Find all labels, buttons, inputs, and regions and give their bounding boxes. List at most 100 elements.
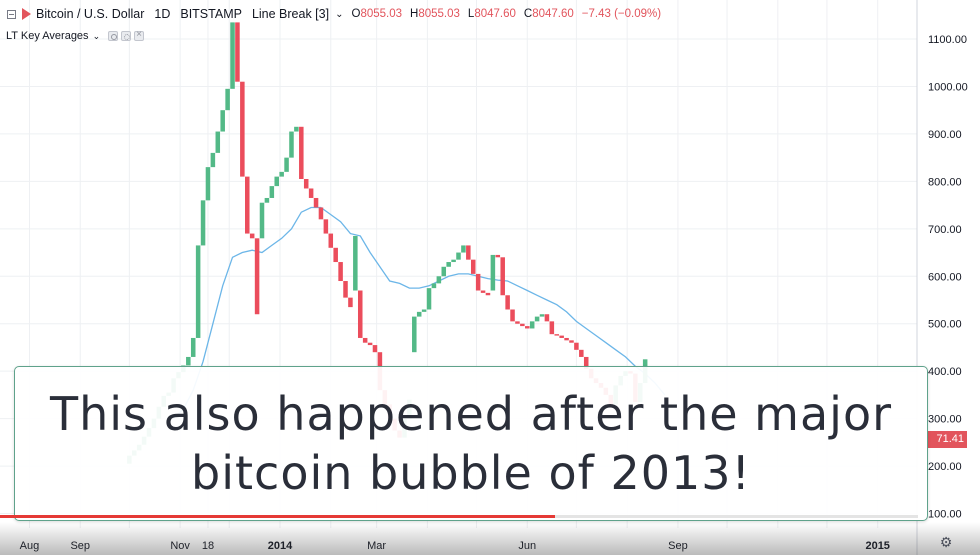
brick-up bbox=[195, 245, 201, 338]
x-tick-label: Mar bbox=[367, 540, 386, 552]
brick-down bbox=[348, 297, 353, 308]
brick-up bbox=[264, 197, 270, 203]
brick-up bbox=[441, 266, 447, 277]
ohlc-high: H8055.03 bbox=[410, 8, 460, 20]
video-progress-bar[interactable] bbox=[0, 515, 918, 518]
indicator-chevron-icon[interactable]: ⌄ bbox=[92, 30, 101, 41]
x-tick-label: Sep bbox=[668, 540, 688, 552]
brick-up bbox=[456, 252, 461, 260]
x-tick-label: Jun bbox=[518, 540, 536, 552]
brick-down bbox=[245, 176, 250, 234]
brick-down bbox=[574, 342, 579, 350]
brick-up bbox=[353, 235, 358, 291]
y-tick-label: 100.00 bbox=[928, 509, 962, 521]
brick-down bbox=[579, 349, 584, 357]
brick-down bbox=[470, 259, 476, 274]
bitcoin-icon bbox=[22, 8, 31, 20]
chart-settings-icon[interactable]: ⚙ bbox=[939, 534, 953, 550]
y-tick-label: 800.00 bbox=[928, 176, 962, 188]
gear-icon[interactable] bbox=[121, 31, 132, 41]
brick-down bbox=[559, 335, 564, 338]
caption-line-1: This also happened after the major bbox=[49, 386, 893, 441]
y-tick-label: 200.00 bbox=[928, 461, 962, 473]
brick-down bbox=[249, 233, 255, 239]
video-progress-fill bbox=[0, 515, 556, 518]
brick-up bbox=[186, 356, 191, 366]
brick-up bbox=[534, 316, 540, 322]
brick-down bbox=[299, 126, 304, 179]
close-icon[interactable] bbox=[134, 29, 145, 41]
brick-down bbox=[235, 22, 240, 82]
indicator-name[interactable]: LT Key Averages bbox=[6, 30, 89, 42]
brick-up bbox=[230, 22, 235, 89]
brick-down bbox=[343, 281, 348, 298]
brick-up bbox=[431, 283, 437, 289]
brick-down bbox=[520, 323, 525, 327]
ohlc-open: O8055.03 bbox=[351, 8, 402, 20]
video-caption: This also happened after the major bitco… bbox=[14, 366, 928, 521]
brick-up bbox=[210, 152, 216, 168]
brick-up bbox=[539, 314, 545, 317]
y-tick-label: 600.00 bbox=[928, 271, 962, 283]
brick-down bbox=[338, 262, 343, 282]
brick-up bbox=[269, 186, 275, 198]
symbol-title[interactable]: Bitcoin / U.S. Dollar bbox=[36, 7, 145, 21]
brick-down bbox=[318, 207, 324, 220]
brick-down bbox=[549, 321, 555, 335]
interval-label[interactable]: 1D bbox=[154, 7, 171, 21]
low-value: 8047.60 bbox=[474, 8, 516, 20]
brick-down bbox=[466, 245, 471, 260]
brick-up bbox=[412, 316, 417, 353]
x-tick-label: 2014 bbox=[268, 540, 293, 552]
y-tick-label: 300.00 bbox=[928, 414, 962, 426]
brick-down bbox=[240, 81, 245, 177]
indicator-legend: LT Key Averages ⌄ bbox=[6, 29, 147, 43]
brick-down bbox=[323, 219, 329, 234]
y-tick-label: 400.00 bbox=[928, 366, 962, 378]
brick-down bbox=[554, 334, 560, 336]
eye-icon[interactable] bbox=[108, 31, 119, 41]
exchange-label: BITSTAMP bbox=[180, 7, 242, 21]
close-label: C bbox=[523, 8, 533, 20]
collapse-icon[interactable] bbox=[7, 9, 16, 19]
price-change: −7.43 (−0.09%) bbox=[581, 8, 662, 20]
x-tick-label: 2015 bbox=[865, 540, 889, 552]
brick-down bbox=[308, 188, 314, 198]
price-axis[interactable]: 100.00 200.00 300.00 400.00 500.00 600.00 700.… bbox=[928, 34, 968, 521]
chart-style-label[interactable]: Line Break [3] bbox=[251, 7, 330, 21]
brick-up bbox=[426, 288, 432, 310]
ohlc-close: C8047.60 bbox=[524, 8, 574, 20]
ohlc-low: L8047.60 bbox=[468, 8, 516, 20]
brick-down bbox=[333, 247, 338, 263]
brick-down bbox=[328, 233, 334, 248]
x-tick-label: Nov bbox=[170, 540, 190, 552]
brick-up bbox=[274, 176, 279, 187]
brick-up bbox=[215, 131, 221, 153]
x-tick-label: 18 bbox=[202, 540, 214, 552]
brick-down bbox=[485, 292, 491, 296]
brick-up bbox=[205, 167, 211, 201]
high-value: 8055.03 bbox=[418, 8, 460, 20]
brick-down bbox=[372, 345, 378, 353]
brick-down bbox=[495, 254, 501, 258]
brick-down bbox=[510, 309, 515, 322]
last-price-badge: 71.41 bbox=[927, 431, 967, 448]
brick-down bbox=[362, 337, 368, 343]
brick-up bbox=[200, 200, 206, 246]
brick-up bbox=[279, 171, 284, 177]
brick-down bbox=[525, 326, 530, 329]
brick-up bbox=[490, 254, 496, 291]
brick-down bbox=[500, 257, 505, 296]
brick-down bbox=[480, 290, 486, 293]
brick-up bbox=[446, 262, 451, 267]
y-tick-label: 1100.00 bbox=[928, 34, 967, 46]
brick-down bbox=[515, 321, 520, 324]
brick-up bbox=[436, 276, 442, 284]
y-tick-label: 700.00 bbox=[928, 224, 962, 236]
time-axis[interactable]: Aug Sep Nov 18 2014 Mar Jun Sep 2015 bbox=[20, 540, 890, 552]
brick-up bbox=[451, 259, 456, 263]
brick-up bbox=[225, 88, 230, 111]
brick-down bbox=[544, 314, 550, 322]
chevron-down-icon[interactable]: ⌄ bbox=[335, 8, 344, 20]
brick-down bbox=[564, 337, 569, 341]
